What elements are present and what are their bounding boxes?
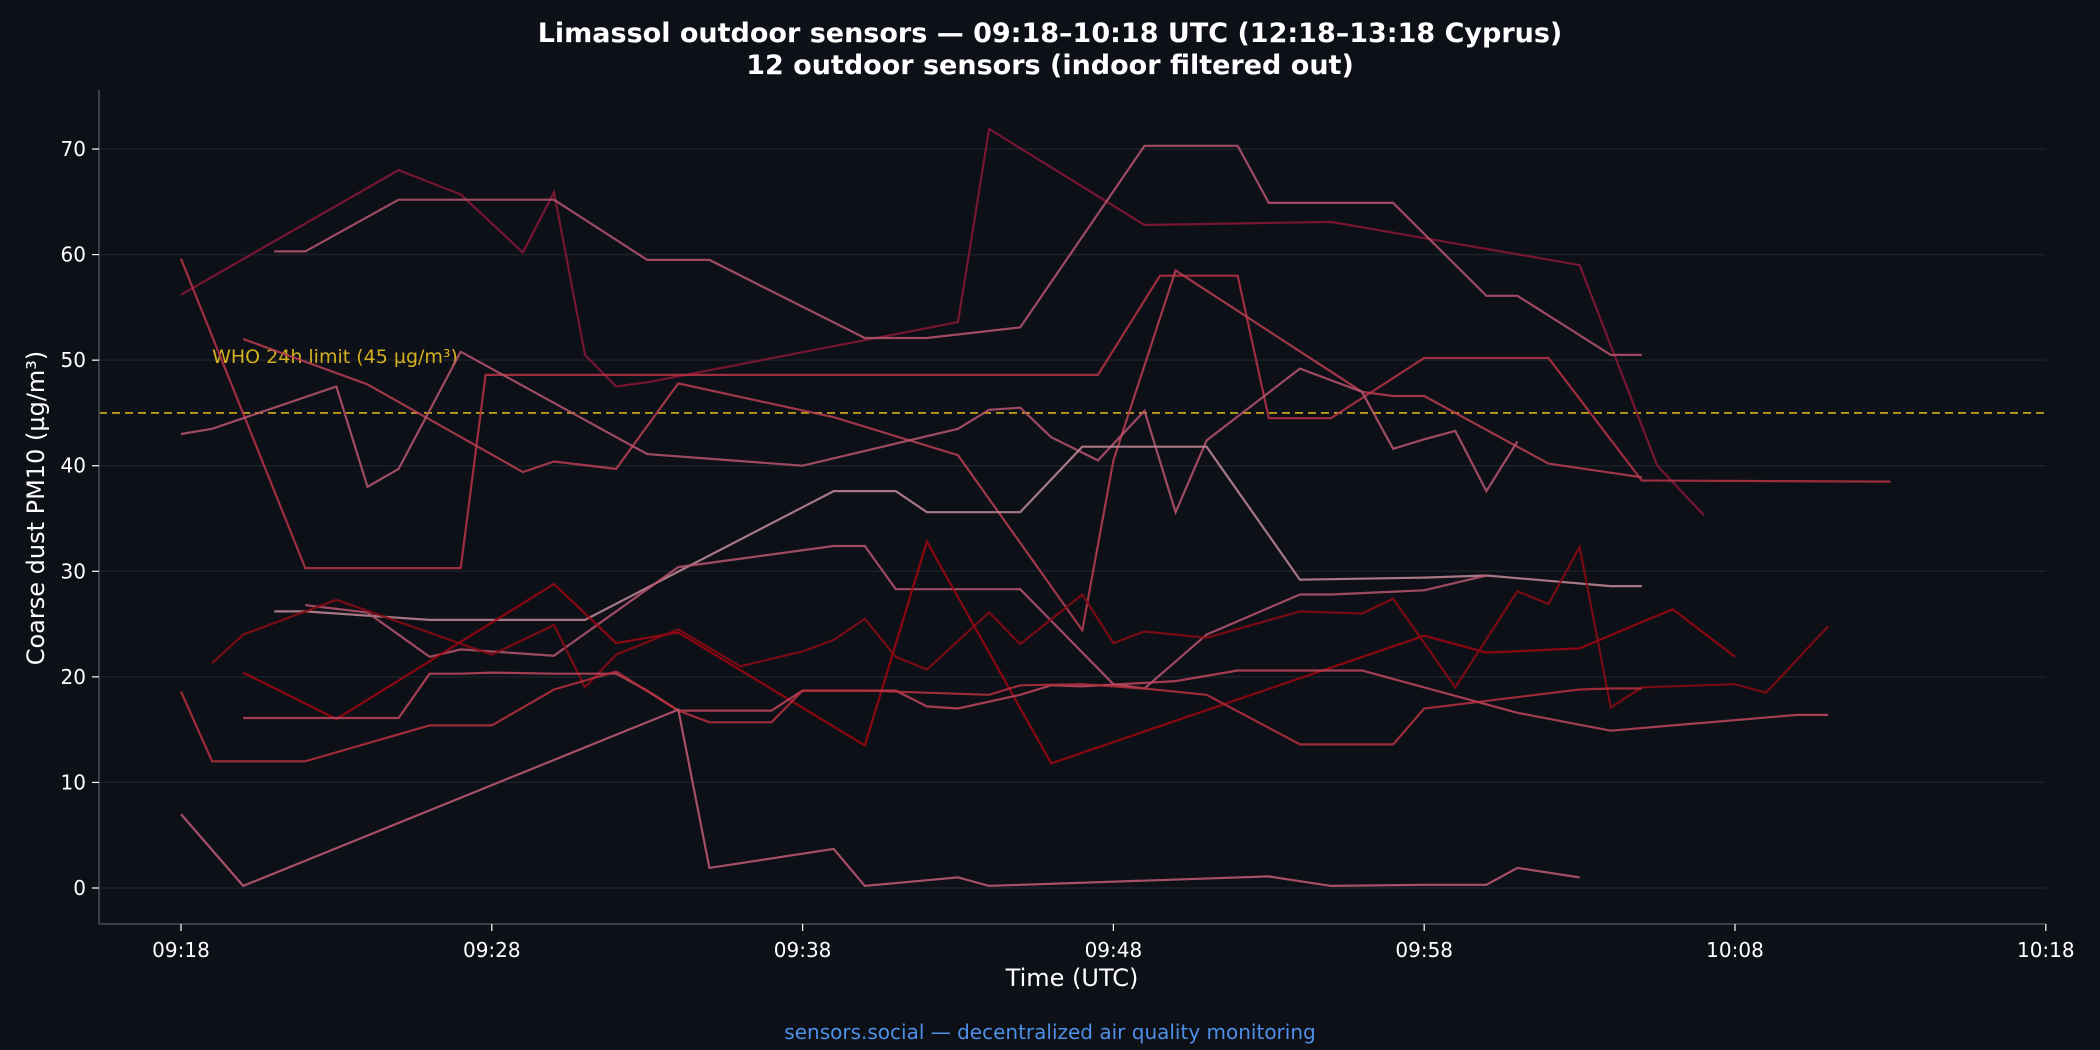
series-line-sensor-10 — [243, 669, 1829, 732]
y-axis-label: Coarse dust PM10 (µg/m³) — [22, 351, 50, 666]
x-tick-label: 09:18 — [152, 938, 210, 962]
x-tick-label: 09:28 — [463, 938, 521, 962]
series-line-sensor-03 — [179, 258, 1891, 570]
title-line-1: Limassol outdoor sensors — 09:18–10:18 U… — [537, 18, 1563, 49]
y-tick-label: 0 — [73, 876, 86, 900]
series-line-sensor-08 — [242, 538, 1736, 765]
who-limit-label: WHO 24h limit (45 µg/m³) — [212, 346, 458, 368]
chart-title: Limassol outdoor sensors — 09:18–10:18 U… — [0, 18, 2100, 82]
x-tick-label: 09:48 — [1085, 938, 1143, 962]
footer-credit: sensors.social — decentralized air quali… — [784, 1020, 1316, 1044]
y-tick-label: 60 — [61, 243, 86, 267]
series-line-sensor-01 — [180, 127, 1705, 517]
series-line-sensor-11 — [179, 670, 1642, 763]
series-lines — [179, 127, 1891, 888]
y-tick-label: 50 — [61, 348, 86, 372]
x-tick-label: 09:58 — [1395, 938, 1453, 962]
series-line-sensor-06 — [274, 445, 1642, 622]
title-line-2: 12 outdoor sensors (indoor filtered out) — [746, 50, 1354, 81]
series-line-sensor-04 — [242, 268, 1642, 634]
series-line-sensor-07 — [305, 544, 1487, 690]
series-line-sensor-05 — [180, 350, 1519, 516]
x-tick-label: 10:08 — [1706, 938, 1764, 962]
x-tick-label: 09:38 — [774, 938, 832, 962]
x-axis-label: Time (UTC) — [1005, 964, 1139, 992]
y-tick-label: 20 — [61, 665, 86, 689]
y-tick-label: 70 — [61, 137, 86, 161]
series-line-sensor-02 — [274, 144, 1642, 356]
axes: 0 10 20 30 40 50 60 70 09:18 09:28 09:38 09:48 09:58… — [61, 90, 2075, 962]
gridlines — [99, 148, 2046, 889]
x-tick-label: 10:18 — [2017, 938, 2075, 962]
y-tick-label: 40 — [61, 454, 86, 478]
who-limit-line: WHO 24h limit (45 µg/m³) — [99, 346, 2046, 414]
series-line-sensor-12 — [180, 708, 1580, 888]
y-tick-label: 30 — [61, 559, 86, 583]
y-tick-label: 10 — [61, 770, 86, 794]
